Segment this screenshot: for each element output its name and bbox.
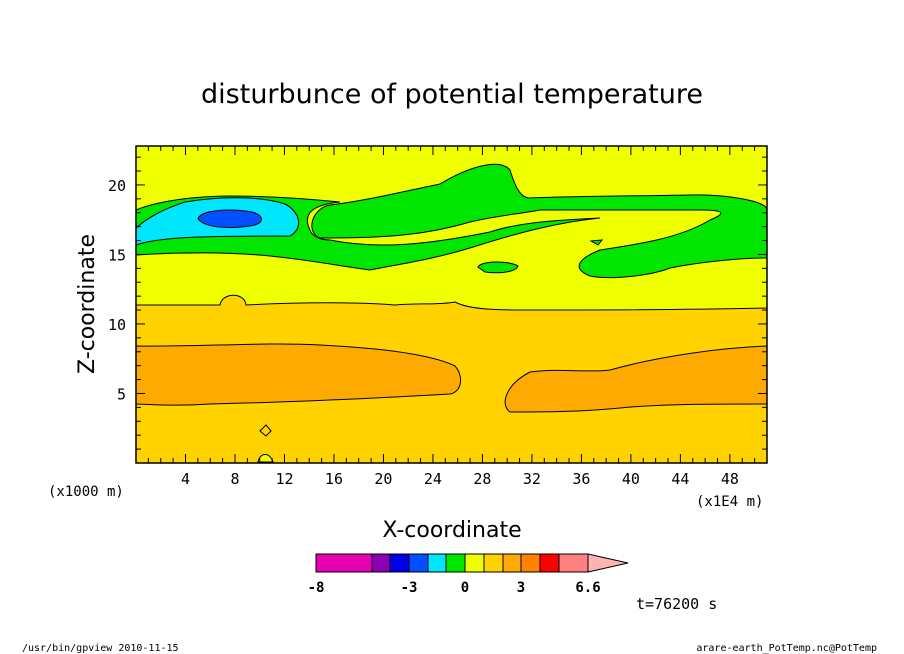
colorbar-swatch [408,553,429,573]
x-axis-ticks: 4 8 12 16 20 24 28 32 36 40 44 48 [147,146,756,488]
colorbar-tick-label: 6.6 [575,580,600,596]
x-tick-label: 28 [473,470,491,488]
y-tick-label: 10 [108,316,126,334]
colorbar-tick-label: -3 [401,580,418,596]
colorbar-swatch [427,553,447,573]
y-axis-ticks: 5 10 15 20 [108,156,767,450]
colorbar-swatch [520,553,541,573]
field-small-cell-marker [589,239,604,246]
x-tick-label: 4 [181,470,190,488]
field-level-6 [136,343,767,413]
field-small-cell-diamond [259,424,272,437]
x-tick-label: 36 [572,470,590,488]
footer-right: arare-earth_PotTemp.nc@PotTemp [696,643,877,654]
x-unit-left: (x1000 m) [48,484,124,500]
footer-left: /usr/bin/gpview 2010-11-15 [22,643,179,654]
colorbar-arrow [587,553,629,573]
colorbar-swatch [315,553,373,573]
x-axis-label: X-coordinate [382,518,521,543]
x-tick-label: 12 [275,470,293,488]
x-tick-label: 24 [424,470,442,488]
colorbar-swatch [445,553,466,573]
x-tick-label: 8 [230,470,239,488]
x-tick-label: 20 [374,470,392,488]
colorbar [315,553,629,573]
colorbar-tick-label: -8 [308,580,325,596]
field-level-minus6 [197,209,262,228]
x-tick-label: 16 [325,470,343,488]
chart-title: disturbunce of potential temperature [201,79,703,110]
colorbar-swatch [483,553,504,573]
x-unit-right: (x1E4 m) [696,494,763,510]
colorbar-swatch [558,553,589,573]
x-tick-label: 48 [721,470,739,488]
y-axis-label: Z-coordinate [75,234,100,374]
time-label: t=76200 s [636,595,717,613]
colorbar-swatch [539,553,560,573]
field-small-cell-bottom [257,454,274,463]
field-level-minus3 [136,146,767,279]
colorbar-tick-label: 3 [517,580,525,596]
y-tick-label: 15 [108,246,126,264]
y-tick-label: 5 [117,385,126,403]
colorbar-tick-label: 0 [461,580,469,596]
y-tick-label: 20 [108,177,126,195]
x-tick-label: 32 [523,470,541,488]
colorbar-swatch [464,553,485,573]
plot-frame [135,145,768,464]
colorbar-swatch [389,553,410,573]
field-small-cell-green [477,261,519,274]
colorbar-swatch [502,553,522,573]
colorbar-labels: -8 -3 0 3 6.6 [308,580,601,596]
x-tick-label: 44 [671,470,689,488]
colorbar-swatch [371,553,391,573]
x-tick-label: 40 [622,470,640,488]
contour-fields [136,146,767,463]
